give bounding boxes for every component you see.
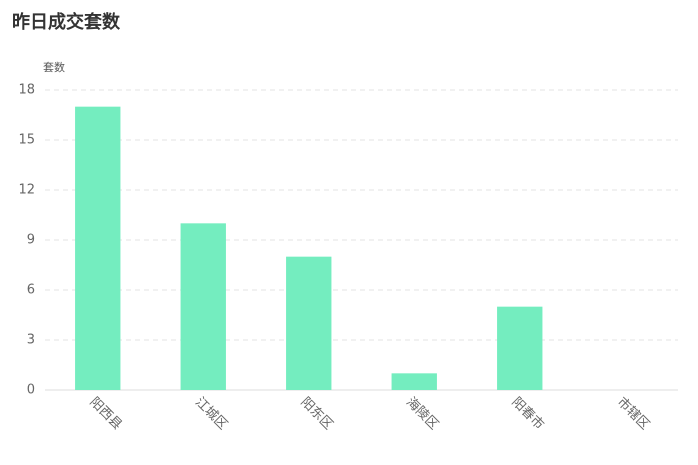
bar [75, 106, 121, 391]
bar [180, 223, 226, 390]
y-tick-label: 9 [27, 233, 35, 248]
x-tick-label: 市辖区 [614, 394, 653, 433]
y-tick-label: 18 [18, 83, 35, 98]
y-tick-label: 12 [18, 183, 35, 198]
y-tick-label: 0 [27, 383, 35, 398]
chart-title: 昨日成交套数 [12, 11, 121, 33]
x-tick-label: 阳西县 [86, 395, 124, 433]
bar [286, 256, 332, 390]
x-tick-label: 海陵区 [403, 395, 441, 433]
y-axis-label: 套数 [43, 61, 65, 74]
bar [391, 373, 437, 390]
bar [497, 306, 543, 390]
x-tick-label: 阳东区 [297, 395, 335, 433]
x-tick-label: 江城区 [192, 395, 230, 433]
y-tick-label: 6 [27, 283, 35, 298]
y-tick-label: 3 [27, 333, 35, 348]
y-tick-label: 15 [18, 133, 35, 148]
x-tick-label: 阳春市 [508, 394, 547, 433]
